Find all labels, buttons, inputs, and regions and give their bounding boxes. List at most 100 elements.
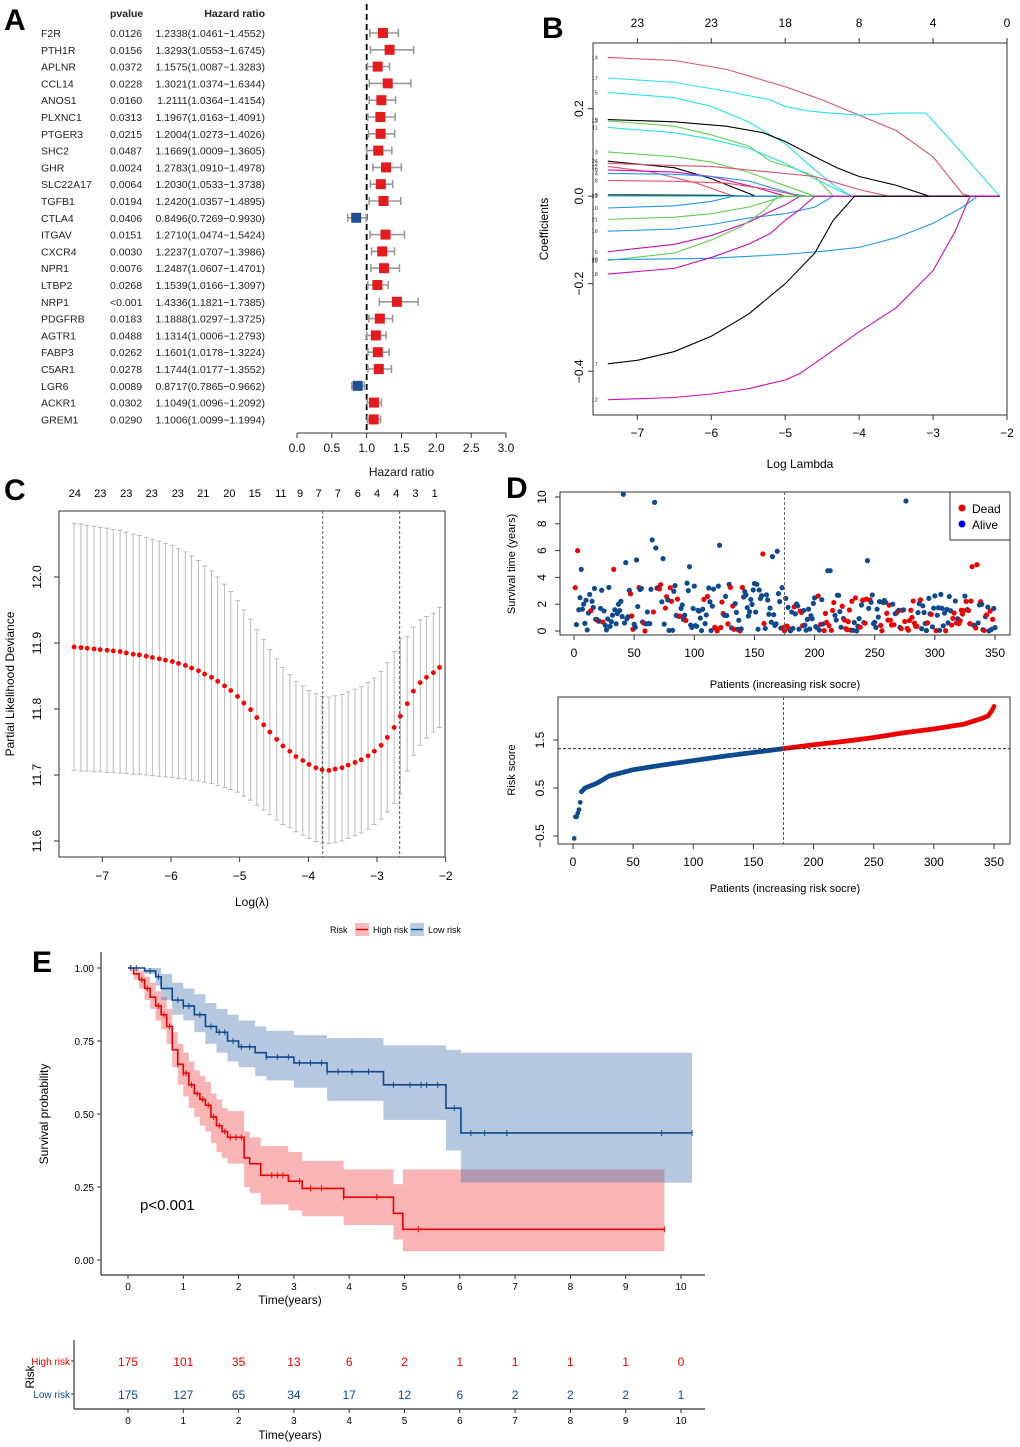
x-tick-label: 3 [291, 1416, 297, 1427]
gene-label: GREM1 [41, 414, 79, 426]
deviance-point [222, 683, 227, 689]
coefficient-path [607, 195, 1000, 261]
pvalue-label: 0.0278 [110, 364, 142, 376]
patient-point [660, 556, 666, 562]
forest-row: SLC22A17 0.0064 1.2030(1.0533−1.3738) [41, 179, 394, 191]
patient-point [858, 602, 865, 608]
deviance-point [156, 656, 162, 662]
at-risk-count: 13 [287, 1355, 301, 1369]
patient-point [703, 612, 709, 618]
patient-point [769, 554, 776, 560]
coefficient-path [607, 77, 1001, 197]
coefficient-path [607, 91, 1000, 197]
hr-label: 1.1049(1.0096−1.2092) [156, 398, 265, 410]
patient-point [833, 617, 839, 623]
path-label: 22 [592, 164, 598, 170]
forest-row: ANOS1 0.0160 1.2111(1.0364−1.4154) [41, 95, 397, 107]
patient-point [979, 601, 985, 607]
y-tick-label: 6 [535, 547, 549, 554]
forest-row: PTH1R 0.0156 1.3293(1.0553−1.6745) [41, 44, 415, 57]
patient-point [783, 595, 789, 601]
pvalue-label: 0.0406 [110, 213, 142, 225]
gene-label: FABP3 [41, 347, 74, 359]
path-label: 8 [595, 178, 598, 184]
x-tick-label: 2 [236, 1282, 242, 1293]
patient-point [632, 624, 638, 630]
deviance-point [300, 758, 306, 763]
patient-point [732, 601, 738, 607]
gene-label: AGTR1 [41, 330, 76, 342]
at-risk-count: 0 [678, 1355, 685, 1369]
forest-row: APLNR 0.0372 1.1575(1.0087−1.3283) [41, 61, 391, 74]
deviance-point [235, 694, 240, 699]
patient-point [706, 585, 712, 591]
x-tick-label: 1.5 [393, 441, 410, 455]
deviance-point [411, 688, 416, 694]
patient-point [718, 624, 724, 631]
hr-marker [391, 296, 402, 307]
x-tick-label: 2.0 [428, 441, 445, 455]
forest-row: ITGAV 0.0151 1.2710(1.0474−1.5424) [41, 229, 406, 242]
patient-point [633, 557, 640, 563]
patient-point [809, 616, 815, 622]
patient-point [991, 605, 997, 612]
hr-label: 1.1575(1.0087−1.3283) [156, 62, 265, 74]
patient-point [715, 583, 721, 589]
path-label: 24 [592, 159, 598, 165]
at-risk-count: 1 [678, 1388, 685, 1402]
x-tick-label: 3.0 [498, 441, 515, 455]
patient-point [969, 564, 975, 570]
patient-point [807, 626, 813, 632]
patient-point [868, 599, 874, 605]
top-tick-label: 18 [779, 16, 793, 30]
patient-point [902, 618, 908, 625]
patient-point [727, 584, 733, 590]
y-tick-label: −0.2 [572, 272, 586, 296]
forest-row: GREM1 0.0290 1.1006(1.0099−1.1994) [41, 414, 382, 426]
patient-point [925, 620, 931, 626]
patient-point [661, 621, 667, 627]
patient-point [608, 619, 614, 625]
deviance-point [241, 700, 247, 706]
x-tick-label: −6 [704, 426, 718, 440]
patient-point [950, 615, 956, 621]
hr-marker [375, 112, 386, 122]
x-tick-label: 0.5 [323, 441, 340, 455]
at-risk-count: 127 [173, 1388, 193, 1402]
deviance-point [248, 707, 254, 713]
pvalue-label: 0.0156 [110, 45, 142, 57]
top-tick-label: 4 [374, 488, 380, 500]
top-tick-label: 7 [335, 488, 341, 500]
hr-marker [375, 128, 386, 139]
patient-point [946, 593, 952, 600]
patient-point [602, 622, 608, 628]
patient-point [618, 598, 624, 604]
y-tick-label: 4 [535, 574, 549, 581]
patient-point [612, 607, 618, 613]
y-tick-label: 1.5 [533, 731, 547, 748]
gene-label: LGR6 [41, 381, 69, 393]
patient-point [919, 626, 925, 632]
at-risk-count: 175 [118, 1388, 138, 1402]
deviance-point [287, 748, 293, 754]
x-tick-label: −5 [233, 869, 247, 883]
pvalue-label: 0.0268 [110, 280, 142, 292]
patient-point [975, 620, 981, 626]
x-tick-label: 10 [675, 1282, 687, 1293]
x-tick-label: −7 [631, 426, 645, 440]
pvalue-label: 0.0488 [110, 330, 142, 342]
deviance-point [332, 766, 338, 772]
x-tick-label: −6 [164, 869, 178, 883]
hr-label: 1.1669(1.0009−1.3605) [156, 146, 265, 158]
y-tick-label: 0.5 [533, 779, 547, 796]
deviance-point [254, 715, 260, 720]
pvalue-label: 0.0215 [110, 129, 142, 141]
hr-label: 1.1967(1.0163−1.4091) [156, 112, 265, 124]
x-tick-label: 9 [623, 1416, 629, 1427]
hr-marker [370, 330, 381, 341]
x-axis-title: Log Lambda [767, 457, 834, 471]
patient-point [760, 551, 766, 557]
patient-point [759, 593, 765, 599]
patient-point [943, 628, 949, 634]
